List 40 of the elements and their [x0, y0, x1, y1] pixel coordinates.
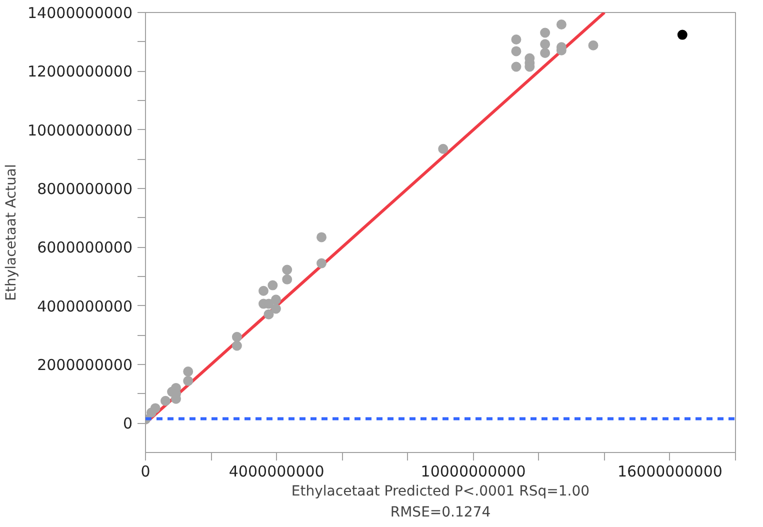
point	[270, 294, 281, 305]
point	[511, 46, 522, 56]
y-tick-label: 8000000000	[37, 180, 133, 198]
point	[264, 309, 274, 320]
point	[282, 274, 292, 284]
y-axis-title: Ethylacetaat Actual	[4, 164, 20, 301]
point	[232, 340, 242, 351]
point	[160, 396, 170, 406]
y-tick-label: 14000000000	[28, 4, 133, 22]
point	[316, 232, 327, 242]
point	[556, 20, 566, 30]
text: RMSE=0.1274	[390, 504, 491, 520]
point	[268, 280, 278, 290]
point	[316, 258, 327, 268]
point	[183, 376, 194, 386]
point	[232, 332, 242, 342]
point	[511, 62, 522, 72]
y-tick-label: 10000000000	[28, 121, 133, 140]
y-tick-label: 6000000000	[37, 238, 133, 257]
point	[183, 366, 194, 377]
point	[258, 286, 268, 296]
x-tick-label: 0	[140, 462, 150, 480]
point	[540, 48, 550, 58]
point	[270, 304, 281, 314]
y-tick-label: 12000000000	[28, 62, 133, 81]
point	[146, 408, 156, 418]
x-tick-label: 10000000000	[420, 462, 526, 480]
point	[511, 34, 522, 44]
point	[540, 39, 550, 50]
point	[540, 28, 550, 38]
x-tick-label: 4000000000	[228, 462, 324, 480]
point	[677, 30, 688, 40]
y-tick-label: 2000000000	[37, 356, 133, 374]
point	[588, 40, 598, 50]
y-tick-label: 4000000000	[37, 297, 133, 316]
x-axis-title: Ethylacetaat Predicted P<.0001 RSq=1.00	[291, 484, 590, 500]
point	[438, 144, 448, 154]
y-tick-label: 0	[122, 414, 133, 433]
point	[282, 264, 292, 275]
x-tick-label: 16000000000	[617, 462, 722, 480]
